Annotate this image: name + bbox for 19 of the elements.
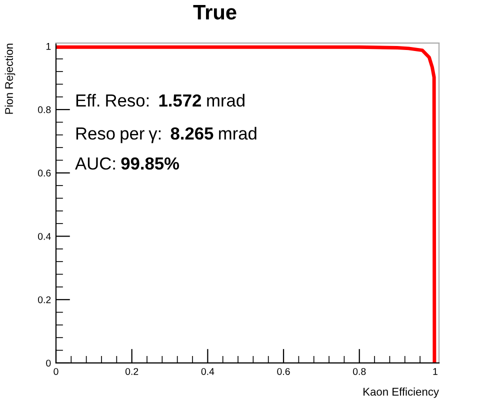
y-axis-title: Pion Rejection <box>4 44 16 114</box>
y-tick-label: 0.2 <box>38 296 51 304</box>
annotation: Reso per γ: 8.265 mrad <box>76 126 256 144</box>
chart-title: True <box>193 5 236 20</box>
annotation: Eff. Reso: 1.572 mrad <box>76 94 244 107</box>
line-series <box>56 45 436 363</box>
x-tick-label: 0.8 <box>352 368 366 375</box>
y-tick-label: 0 <box>46 360 51 367</box>
y-tick-label: 0.8 <box>38 106 51 114</box>
x-tick-label: 0.4 <box>201 368 214 375</box>
y-tick-label: 0.6 <box>38 170 51 177</box>
x-axis-title: Kaon Efficiency <box>364 388 439 398</box>
x-tick-label: 0.6 <box>277 368 290 375</box>
y-tick-label: 0.4 <box>38 232 51 240</box>
annotation: AUC: 99.85% <box>75 157 180 170</box>
x-tick-label: 0.2 <box>125 368 138 375</box>
x-tick-label: 0 <box>54 368 58 375</box>
y-tick-label: 1 <box>46 43 51 50</box>
x-tick-label: 1 <box>433 368 438 375</box>
